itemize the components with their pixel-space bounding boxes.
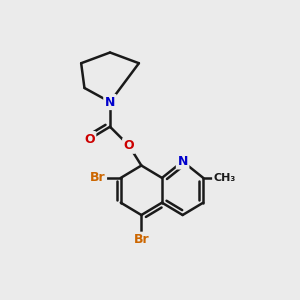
Text: CH₃: CH₃ bbox=[214, 173, 236, 183]
Text: Br: Br bbox=[134, 233, 149, 246]
Text: O: O bbox=[84, 133, 95, 146]
Text: O: O bbox=[124, 139, 134, 152]
Text: Br: Br bbox=[90, 171, 106, 184]
Text: N: N bbox=[105, 95, 115, 109]
Text: N: N bbox=[177, 155, 188, 168]
